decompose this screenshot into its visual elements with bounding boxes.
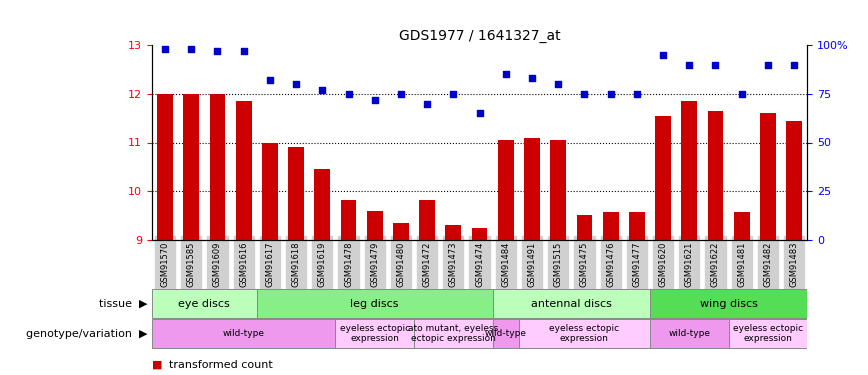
Text: ato mutant, eyeless
ectopic expression: ato mutant, eyeless ectopic expression (408, 324, 498, 344)
Point (787, 62, 801, 68)
Bar (524, 138, 540, 240)
Bar (760, 113, 776, 240)
Bar (209, 94, 226, 240)
Bar (445, 225, 461, 240)
Point (446, 91, 460, 97)
Text: tissue  ▶: tissue ▶ (99, 299, 148, 309)
Bar (393, 223, 409, 240)
Point (473, 110, 487, 116)
Bar (550, 140, 566, 240)
Bar (471, 228, 488, 240)
Point (210, 48, 224, 54)
FancyBboxPatch shape (728, 320, 807, 348)
Point (158, 46, 172, 52)
Text: leg discs: leg discs (351, 299, 399, 309)
Text: wild-type: wild-type (485, 329, 527, 338)
Point (289, 81, 303, 87)
FancyBboxPatch shape (493, 320, 519, 348)
Point (577, 91, 591, 97)
Text: wild-type: wild-type (668, 329, 710, 338)
FancyBboxPatch shape (152, 290, 257, 318)
Text: ■: ■ (152, 360, 166, 370)
Point (341, 91, 356, 97)
Point (184, 46, 198, 52)
Text: eyeless ectopic
expression: eyeless ectopic expression (733, 324, 803, 344)
FancyBboxPatch shape (414, 320, 493, 348)
FancyBboxPatch shape (493, 290, 650, 318)
Bar (602, 212, 619, 240)
Bar (314, 170, 330, 240)
Bar (367, 211, 383, 240)
Bar (183, 94, 199, 240)
Bar (629, 212, 645, 240)
Point (604, 91, 618, 97)
Bar (157, 94, 173, 240)
Bar (707, 111, 723, 240)
FancyBboxPatch shape (335, 320, 414, 348)
Point (368, 97, 382, 103)
Bar (681, 101, 697, 240)
Bar (262, 142, 278, 240)
Point (499, 71, 513, 77)
Text: genotype/variation  ▶: genotype/variation ▶ (26, 329, 148, 339)
Bar (733, 212, 750, 240)
Bar (236, 101, 252, 240)
Text: eyeless ectopic
expression: eyeless ectopic expression (339, 324, 410, 344)
Title: GDS1977 / 1641327_at: GDS1977 / 1641327_at (398, 28, 561, 43)
Point (525, 75, 539, 81)
Bar (655, 116, 671, 240)
Bar (419, 200, 435, 240)
Point (394, 91, 408, 97)
FancyBboxPatch shape (650, 290, 807, 318)
FancyBboxPatch shape (152, 320, 335, 348)
Bar (498, 140, 514, 240)
Point (315, 87, 329, 93)
Text: wing discs: wing discs (700, 299, 758, 309)
Text: eye discs: eye discs (179, 299, 230, 309)
Text: transformed count: transformed count (169, 360, 273, 370)
Point (237, 48, 251, 54)
Point (682, 62, 696, 68)
Text: antennal discs: antennal discs (531, 299, 612, 309)
Bar (340, 200, 357, 240)
Point (630, 91, 644, 97)
FancyBboxPatch shape (257, 290, 493, 318)
Bar (576, 214, 592, 240)
Text: eyeless ectopic
expression: eyeless ectopic expression (549, 324, 620, 344)
FancyBboxPatch shape (519, 320, 650, 348)
Point (656, 52, 670, 58)
Point (761, 62, 775, 68)
Point (420, 100, 434, 106)
FancyBboxPatch shape (650, 320, 728, 348)
Point (708, 62, 722, 68)
Text: wild-type: wild-type (223, 329, 265, 338)
Point (263, 77, 277, 83)
Point (734, 91, 748, 97)
Bar (288, 147, 304, 240)
Point (551, 81, 565, 87)
Bar (786, 121, 802, 240)
